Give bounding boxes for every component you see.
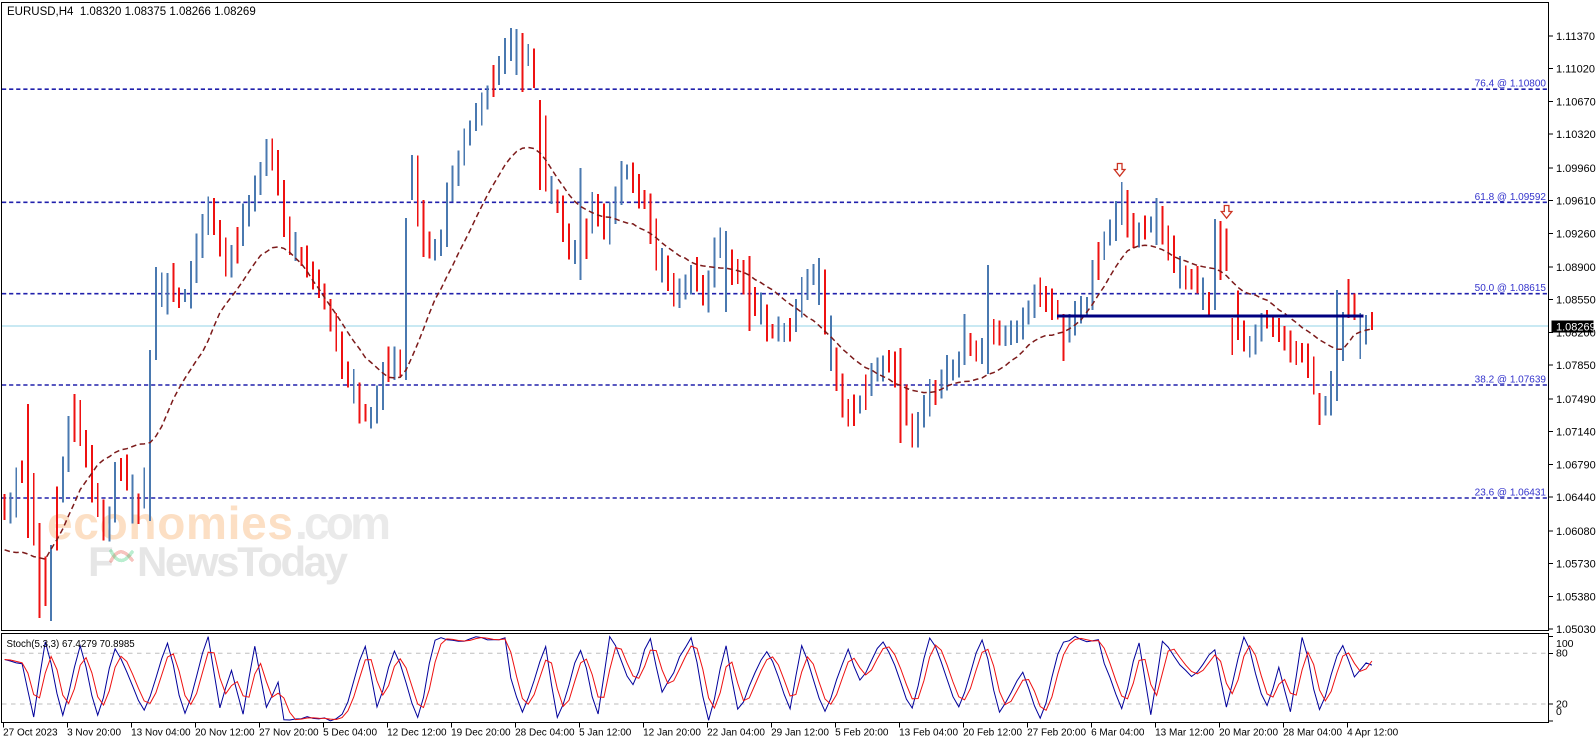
svg-text:.com: .com: [295, 497, 391, 549]
svg-text:0: 0: [1556, 706, 1562, 718]
svg-text:1.07490: 1.07490: [1556, 394, 1596, 406]
svg-text:23.6 @ 1.06431: 23.6 @ 1.06431: [1475, 488, 1547, 499]
svg-text:100: 100: [1556, 638, 1574, 650]
svg-text:12 Jan 20:00: 12 Jan 20:00: [643, 728, 701, 739]
svg-text:1.08900: 1.08900: [1556, 262, 1596, 274]
svg-text:F: F: [88, 538, 114, 585]
svg-text:1.11020: 1.11020: [1556, 64, 1595, 76]
svg-text:13 Nov 04:00: 13 Nov 04:00: [131, 728, 191, 739]
svg-text:29 Jan 12:00: 29 Jan 12:00: [771, 728, 829, 739]
svg-text:27 Oct 2023: 27 Oct 2023: [3, 728, 58, 739]
svg-text:61.8 @ 1.09592: 61.8 @ 1.09592: [1475, 192, 1547, 203]
svg-text:27 Feb 20:00: 27 Feb 20:00: [1027, 728, 1086, 739]
svg-text:28 Mar 04:00: 28 Mar 04:00: [1283, 728, 1342, 739]
svg-text:5 Dec 04:00: 5 Dec 04:00: [323, 728, 377, 739]
svg-text:20 Feb 12:00: 20 Feb 12:00: [963, 728, 1022, 739]
svg-text:13 Feb 04:00: 13 Feb 04:00: [899, 728, 958, 739]
svg-text:20: 20: [1556, 699, 1568, 711]
svg-text:1.07850: 1.07850: [1556, 360, 1596, 372]
svg-text:1.10670: 1.10670: [1556, 96, 1596, 108]
svg-text:5 Jan 12:00: 5 Jan 12:00: [579, 728, 632, 739]
svg-text:1.09260: 1.09260: [1556, 228, 1596, 240]
svg-text:22 Jan 04:00: 22 Jan 04:00: [707, 728, 765, 739]
svg-text:1.06790: 1.06790: [1556, 459, 1596, 471]
svg-text:1.11370: 1.11370: [1556, 31, 1595, 43]
svg-text:EURUSD,H4 1.08320 1.08375 1.0: EURUSD,H4 1.08320 1.08375 1.08266 1.0826…: [7, 6, 256, 18]
svg-text:20 Nov 12:00: 20 Nov 12:00: [195, 728, 255, 739]
svg-text:1.05380: 1.05380: [1556, 591, 1596, 603]
svg-text:1.05730: 1.05730: [1556, 559, 1596, 571]
svg-text:76.4 @ 1.10800: 76.4 @ 1.10800: [1475, 79, 1547, 90]
svg-text:27 Nov 20:00: 27 Nov 20:00: [259, 728, 319, 739]
svg-text:19 Dec 20:00: 19 Dec 20:00: [451, 728, 511, 739]
svg-text:1.06080: 1.06080: [1556, 526, 1596, 538]
svg-text:4 Apr 12:00: 4 Apr 12:00: [1347, 728, 1399, 739]
svg-text:50.0 @ 1.08615: 50.0 @ 1.08615: [1475, 283, 1547, 294]
svg-text:38.2 @ 1.07639: 38.2 @ 1.07639: [1475, 375, 1547, 386]
svg-text:20 Mar 20:00: 20 Mar 20:00: [1219, 728, 1278, 739]
svg-text:1.05030: 1.05030: [1556, 624, 1596, 636]
svg-text:3 Nov 20:00: 3 Nov 20:00: [67, 728, 121, 739]
svg-text:5 Feb 20:00: 5 Feb 20:00: [835, 728, 889, 739]
svg-text:NewsToday: NewsToday: [137, 538, 349, 585]
svg-text:1.06440: 1.06440: [1556, 492, 1596, 504]
svg-text:1.09960: 1.09960: [1556, 163, 1596, 175]
svg-text:Stoch(5,3,3) 67.4279 70.8985: Stoch(5,3,3) 67.4279 70.8985: [7, 639, 135, 650]
svg-text:1.08269: 1.08269: [1556, 322, 1596, 334]
svg-text:economies: economies: [47, 497, 293, 549]
svg-text:1.09610: 1.09610: [1556, 196, 1596, 208]
svg-text:1.10320: 1.10320: [1556, 129, 1596, 141]
svg-text:80: 80: [1556, 648, 1568, 660]
svg-text:12 Dec 12:00: 12 Dec 12:00: [387, 728, 447, 739]
svg-text:1.08550: 1.08550: [1556, 295, 1596, 307]
svg-text:28 Dec 04:00: 28 Dec 04:00: [515, 728, 575, 739]
svg-text:6 Mar 04:00: 6 Mar 04:00: [1091, 728, 1145, 739]
svg-text:1.07140: 1.07140: [1556, 427, 1596, 439]
svg-text:13 Mar 12:00: 13 Mar 12:00: [1155, 728, 1214, 739]
